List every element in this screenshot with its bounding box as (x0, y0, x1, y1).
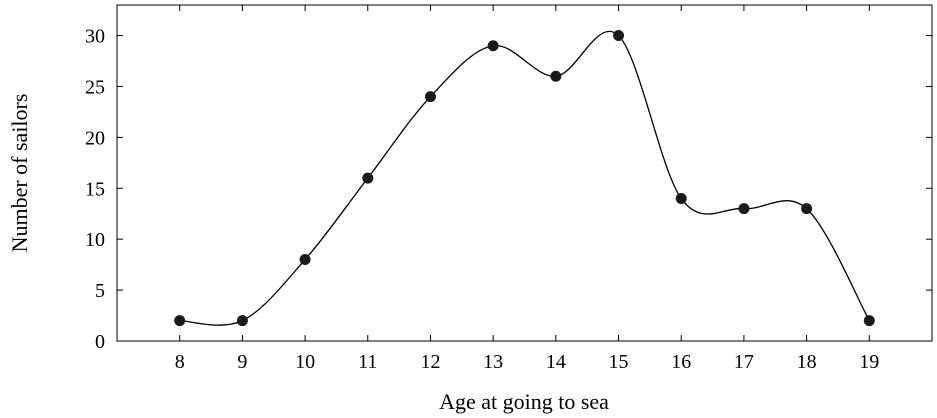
data-point (299, 254, 311, 266)
x-tick-label: 17 (734, 351, 754, 373)
y-tick-label: 25 (85, 76, 105, 98)
x-tick-label: 11 (358, 351, 377, 373)
y-tick-label: 5 (95, 280, 105, 302)
x-tick-label: 10 (295, 351, 315, 373)
x-tick-label: 12 (420, 351, 440, 373)
data-point (738, 203, 750, 215)
data-point (675, 192, 687, 204)
x-tick-label: 16 (671, 351, 691, 373)
axis-ticks (117, 5, 932, 342)
y-tick-label: 15 (85, 178, 105, 200)
x-tick-label: 18 (797, 351, 817, 373)
x-tick-label: 13 (483, 351, 503, 373)
x-tick-label: 19 (859, 351, 879, 373)
y-axis-label: Number of sailors (7, 94, 32, 253)
y-tick-label: 0 (95, 331, 105, 353)
data-point (424, 91, 436, 103)
tick-labels: 8 9 10 11 12 13 14 15 16 17 18 19 0 5 10 15 20 25 30 (85, 26, 879, 373)
y-tick-label: 20 (85, 127, 105, 149)
data-point (362, 172, 374, 184)
x-tick-label: 14 (546, 351, 566, 373)
data-point (550, 70, 562, 82)
x-tick-label: 8 (175, 351, 185, 373)
y-tick-label: 10 (85, 229, 105, 251)
series-line (179, 30, 870, 326)
x-tick-label: 9 (237, 351, 247, 373)
x-tick-label: 15 (609, 351, 629, 373)
data-point (487, 40, 499, 52)
data-point (174, 315, 186, 327)
plot-frame (116, 4, 933, 342)
data-markers (174, 30, 875, 327)
x-axis-label: Age at going to sea (439, 389, 609, 414)
data-point (863, 315, 875, 327)
data-point (236, 315, 248, 327)
data-point (801, 203, 813, 215)
y-tick-label: 30 (85, 26, 105, 48)
data-point (613, 30, 625, 42)
